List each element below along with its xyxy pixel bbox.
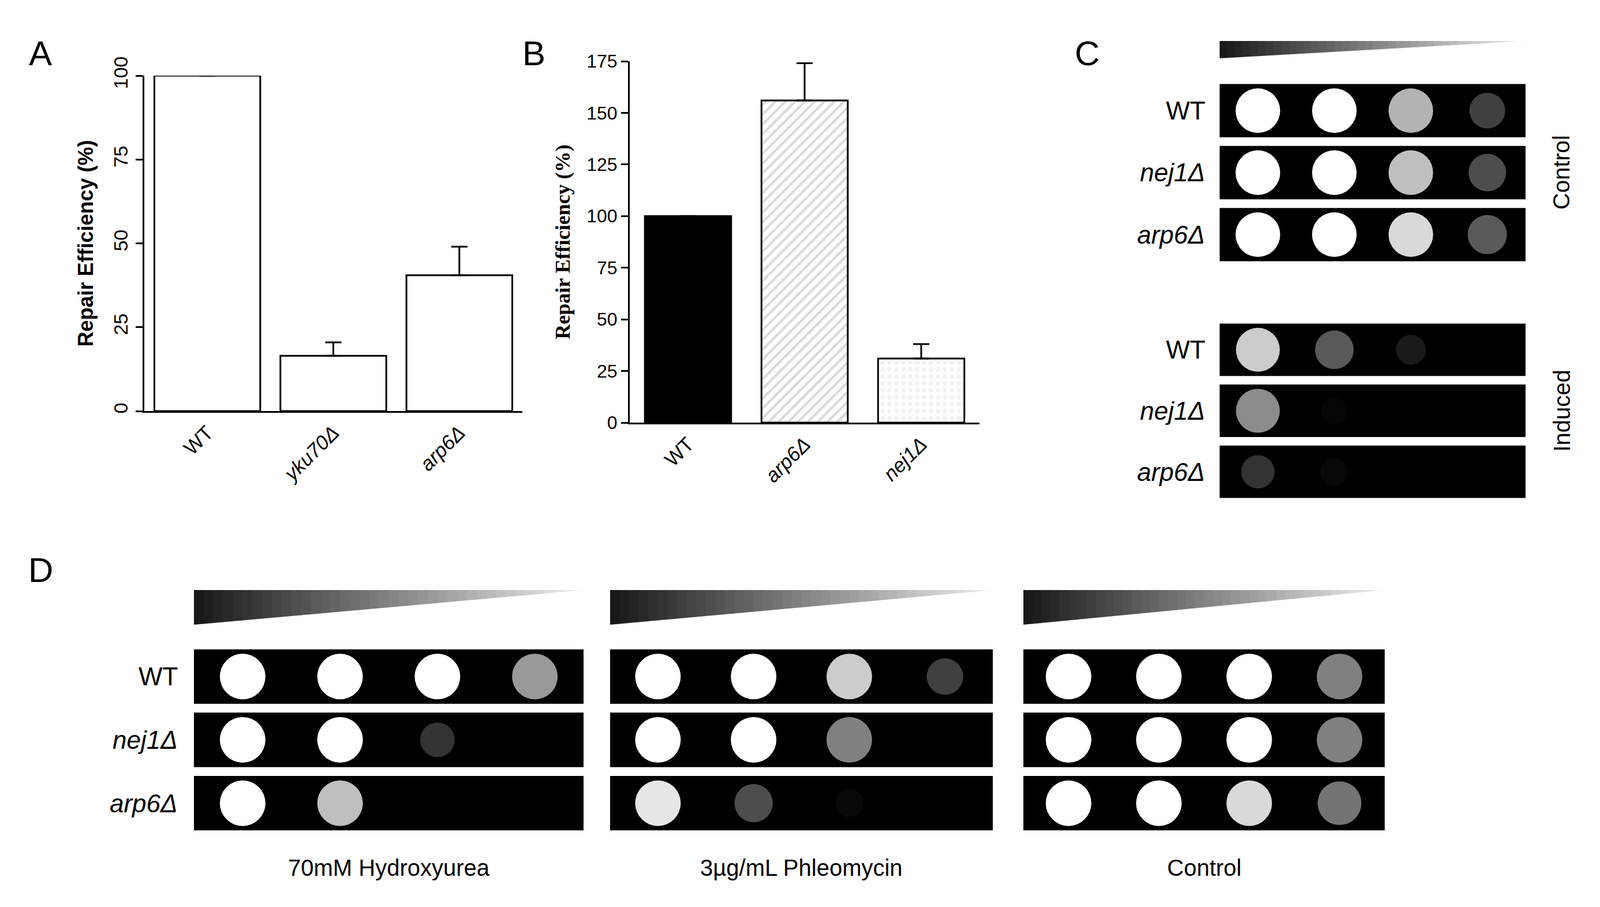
- svg-text:125: 125: [586, 154, 618, 175]
- svg-text:D: D: [28, 550, 54, 590]
- svg-text:Repair Efficiency (%): Repair Efficiency (%): [73, 139, 98, 347]
- svg-text:arp6Δ: arp6Δ: [415, 420, 470, 476]
- svg-text:3µg/mL Phleomycin: 3µg/mL Phleomycin: [700, 854, 903, 881]
- svg-text:WT: WT: [659, 432, 698, 471]
- svg-text:0: 0: [109, 402, 132, 414]
- svg-text:175: 175: [586, 50, 618, 72]
- svg-text:nej1Δ: nej1Δ: [878, 432, 932, 485]
- svg-text:75: 75: [596, 257, 618, 279]
- svg-text:25: 25: [596, 360, 618, 382]
- svg-text:70mM Hydroxyurea: 70mM Hydroxyurea: [288, 854, 491, 881]
- svg-text:nej1Δ: nej1Δ: [1139, 396, 1206, 425]
- svg-text:arp6Δ: arp6Δ: [109, 789, 178, 818]
- svg-text:50: 50: [109, 229, 132, 252]
- svg-text:arp6Δ: arp6Δ: [760, 432, 816, 487]
- svg-text:75: 75: [109, 145, 132, 168]
- svg-text:yku70Δ: yku70Δ: [278, 420, 344, 486]
- svg-text:25: 25: [109, 313, 132, 336]
- svg-text:nej1Δ: nej1Δ: [112, 725, 178, 754]
- svg-text:WT: WT: [1165, 335, 1206, 364]
- svg-text:Repair Efficiency (%): Repair Efficiency (%): [551, 144, 575, 339]
- svg-text:0: 0: [607, 412, 618, 433]
- svg-text:Control: Control: [1548, 135, 1575, 210]
- svg-text:WT: WT: [138, 662, 178, 691]
- svg-text:150: 150: [586, 102, 618, 124]
- svg-text:arp6Δ: arp6Δ: [1137, 457, 1206, 487]
- svg-text:Control: Control: [1167, 854, 1242, 881]
- svg-text:nej1Δ: nej1Δ: [1139, 158, 1206, 187]
- svg-text:Induced: Induced: [1549, 369, 1575, 452]
- svg-text:A: A: [28, 34, 52, 73]
- svg-text:arp6Δ: arp6Δ: [1137, 220, 1206, 249]
- svg-text:B: B: [522, 34, 546, 73]
- svg-text:WT: WT: [1165, 96, 1206, 125]
- svg-text:100: 100: [109, 56, 132, 90]
- svg-text:100: 100: [586, 205, 618, 227]
- svg-text:C: C: [1074, 34, 1100, 73]
- svg-text:WT: WT: [178, 420, 218, 459]
- svg-text:50: 50: [596, 308, 618, 330]
